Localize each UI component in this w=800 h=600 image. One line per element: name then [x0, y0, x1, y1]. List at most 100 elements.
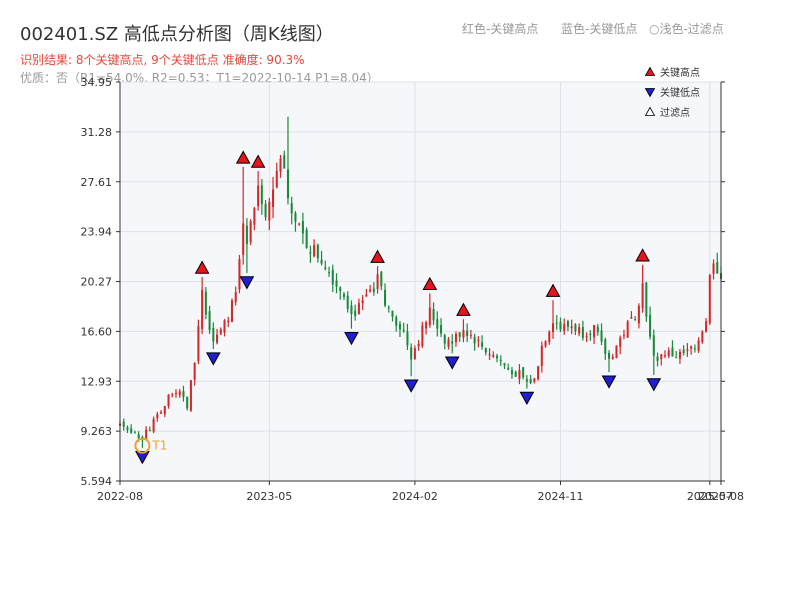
- candle-body: [346, 295, 349, 309]
- candle-body: [615, 345, 618, 359]
- candle-body: [193, 363, 196, 380]
- y-tick-label: 23.94: [81, 226, 113, 239]
- x-tick-label: 2023-05: [246, 490, 292, 503]
- legend-key-low-text: 蓝色-关键低点: [561, 22, 638, 36]
- y-tick-label: 16.60: [81, 325, 113, 338]
- candle-body: [462, 330, 465, 338]
- candle-body: [238, 259, 241, 290]
- candle-body: [380, 271, 383, 287]
- candle-body: [357, 303, 360, 315]
- candle-body: [260, 185, 263, 204]
- candle-body: [566, 321, 569, 327]
- candle-body: [675, 357, 678, 359]
- candle-body: [301, 221, 304, 234]
- candle-body: [290, 203, 293, 214]
- candle-body: [272, 189, 275, 208]
- candle-body: [663, 355, 667, 357]
- candle-body: [152, 418, 155, 432]
- key-high-marker: [250, 154, 266, 168]
- key-high-marker: [456, 302, 471, 316]
- candle-body: [421, 325, 424, 347]
- candle-body: [316, 244, 319, 259]
- candle-body: [354, 310, 357, 316]
- candle-body: [230, 300, 234, 322]
- x-tick-label: 2024-11: [538, 490, 584, 503]
- candle-body: [365, 294, 368, 297]
- chart-title: 002401.SZ 高低点分析图（周K线图）: [20, 24, 334, 45]
- candles-group: [118, 116, 723, 448]
- candle-body: [279, 158, 282, 172]
- candle-body: [496, 355, 499, 359]
- candle-body: [171, 394, 174, 396]
- candle-body: [186, 396, 189, 409]
- candle-body: [682, 349, 685, 353]
- candle-body: [503, 363, 506, 366]
- candle-body: [212, 328, 215, 342]
- candle-body: [145, 429, 148, 439]
- candle-body: [294, 213, 297, 222]
- candle-body: [484, 348, 487, 353]
- candle-body: [690, 346, 693, 349]
- candle-body: [660, 354, 663, 359]
- candle-body: [578, 327, 581, 334]
- key-high-marker: [635, 248, 650, 262]
- key-low-marker: [205, 352, 221, 366]
- candle-body: [656, 356, 659, 361]
- candle-body: [305, 229, 308, 248]
- candle-body: [518, 369, 521, 380]
- candle-body: [283, 155, 286, 169]
- candle-body: [641, 283, 644, 309]
- candle-body: [324, 267, 327, 269]
- candle-body: [693, 348, 696, 350]
- candle-body: [148, 429, 151, 431]
- candle-body: [510, 370, 513, 375]
- x-tick-label: 2024-02: [392, 490, 438, 503]
- legend-marker: [644, 88, 656, 98]
- candle-body: [447, 339, 450, 347]
- candle-body: [167, 394, 170, 407]
- candle-body: [331, 269, 334, 285]
- candle-body: [593, 325, 596, 338]
- candle-body: [451, 341, 454, 344]
- y-tick-label: 5.594: [81, 475, 113, 488]
- candle-body: [372, 288, 375, 292]
- candle-body: [189, 380, 192, 411]
- candle-body: [649, 314, 652, 337]
- x-tick-label: 2025-08: [698, 490, 744, 503]
- candle-body: [473, 337, 476, 344]
- candle-body: [201, 289, 204, 330]
- candle-body: [227, 320, 230, 323]
- candle-body: [425, 322, 428, 329]
- candle-body: [477, 339, 480, 341]
- markers-group: T1: [134, 150, 662, 465]
- candle-body: [537, 366, 540, 379]
- key-high-marker: [370, 249, 385, 263]
- candle-body: [514, 371, 517, 377]
- candle-body: [204, 291, 207, 315]
- candle-body: [417, 343, 420, 347]
- candle-body: [469, 335, 472, 337]
- candle-body: [574, 324, 577, 332]
- candle-body: [671, 347, 674, 357]
- key-low-marker: [444, 356, 460, 370]
- candle-body: [182, 391, 185, 398]
- legend-marker: [644, 66, 656, 76]
- candle-body: [160, 412, 163, 414]
- candle-body: [436, 319, 439, 329]
- result-summary: 识别结果: 8个关键高点, 9个关键低点 准确度: 90.3%: [20, 53, 305, 67]
- y-tick-label: 9.263: [81, 425, 113, 438]
- key-low-marker: [601, 375, 617, 389]
- candle-body: [481, 342, 484, 347]
- candle-body: [249, 221, 252, 243]
- candle-body: [525, 379, 528, 382]
- candle-body: [384, 289, 387, 306]
- candle-body: [369, 289, 372, 292]
- candle-body: [596, 326, 599, 333]
- candle-body: [708, 275, 711, 324]
- candle-body: [402, 329, 405, 332]
- candle-body: [216, 334, 219, 343]
- candle-body: [466, 330, 469, 336]
- candle-body: [320, 259, 323, 264]
